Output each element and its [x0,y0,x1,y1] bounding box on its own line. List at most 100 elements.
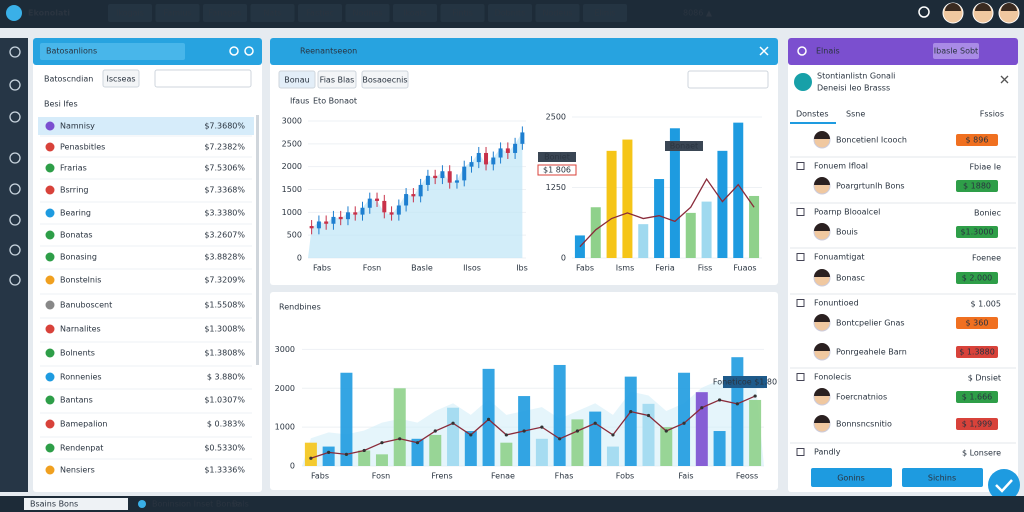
nav-item[interactable]: Nodnes [352,9,382,18]
nav-tab[interactable] [108,4,152,22]
row-name[interactable]: Bantans [60,396,93,405]
nav-tab[interactable] [440,4,485,22]
trend-point [682,421,686,425]
row-name[interactable]: Rendenpat [60,444,103,453]
nav-tab[interactable] [298,4,342,22]
header-icon[interactable] [244,46,254,56]
rail-icon[interactable] [9,183,21,195]
y-tick-label: 0 [290,462,295,471]
avatar-hair [814,223,830,231]
row-name[interactable]: Ronnenies [60,373,102,382]
nav-tab[interactable] [345,4,390,22]
candle [462,166,467,181]
trend-line [579,177,755,248]
nav-tab[interactable] [250,4,295,22]
row-name[interactable]: Penasbitles [60,143,105,152]
group-name: Fonuamtigat [814,253,865,262]
nav-item[interactable]: Nats [263,9,281,18]
tab-label[interactable]: Bosaoecnis [362,76,407,85]
person-name[interactable]: Poargrtunlh Bons [836,182,905,191]
rail-icon[interactable] [9,214,21,226]
rail-icon[interactable] [9,244,21,256]
header-icon[interactable] [229,46,239,56]
row-name[interactable]: Bonatas [60,231,93,240]
action-button[interactable] [811,468,892,487]
trend-point [327,450,331,454]
fab-check[interactable] [988,469,1020,501]
row-name[interactable]: Nensiers [60,466,95,475]
row-name[interactable]: Bonasing [60,253,97,262]
tab-label[interactable]: Fias Blas [320,76,355,85]
action-button[interactable] [902,468,983,487]
rail-icon[interactable] [9,111,21,123]
filter-button-label[interactable]: Iscseas [106,75,135,84]
rail-icon[interactable] [9,274,21,286]
bar [535,438,548,466]
status-bar [0,496,1024,512]
person-name[interactable]: Foercnatnios [836,393,887,402]
nav-item[interactable]: Dobnits [495,9,526,18]
rail-icon[interactable] [9,152,21,164]
row-name[interactable]: Bonstelnis [60,276,101,285]
left-title: Batosanlions [46,47,97,56]
nav-item[interactable]: Fastiec [306,9,334,18]
nav-tab[interactable] [155,4,200,22]
nav-item[interactable]: Famius [163,9,191,18]
nav-item[interactable]: Nodeus [542,9,572,18]
tab-label[interactable]: Donstes [796,110,829,119]
bar [624,376,637,466]
filter-select[interactable] [154,69,252,88]
row-name[interactable]: Narnalites [60,325,101,334]
rail-icon[interactable] [9,46,21,58]
candle [491,157,496,165]
bar [733,122,744,258]
nav-item[interactable]: Fanages [209,9,242,18]
close-icon[interactable] [759,46,769,56]
row-value: $1.3336% [204,466,245,475]
search-icon[interactable] [918,6,930,18]
nav-tab[interactable] [393,4,437,22]
header-icon [797,46,807,56]
nav-tab[interactable] [488,4,532,22]
filter-button[interactable] [102,69,140,88]
tab[interactable] [278,70,316,89]
group-note: Foenee [972,254,1001,263]
person-name[interactable]: Bonnsncsnitio [836,420,892,429]
person-name[interactable]: Bouis [836,228,858,237]
person-name[interactable]: Bontcpelier Gnas [836,319,905,328]
row-name[interactable]: Namnisy [60,122,95,131]
nav-tab[interactable] [535,4,580,22]
rail-icon[interactable] [9,79,21,91]
row-name[interactable]: Bolnents [60,349,95,358]
tab-label[interactable]: Bonau [284,76,309,85]
search-box[interactable] [687,70,769,89]
nav-item[interactable]: Elinis [595,9,616,18]
group-name: Pandly [814,448,841,457]
row-name[interactable]: Banuboscent [60,301,112,310]
nav-tab[interactable] [583,4,627,22]
row-name[interactable]: Bsrring [60,186,88,195]
person-name[interactable]: Boncetienl Icooch [836,136,907,145]
header-button[interactable] [933,43,979,59]
badge [956,134,998,146]
nav-item[interactable]: Ikogais [116,9,144,18]
person-name[interactable]: Bonasc [836,274,865,283]
bar [589,411,602,466]
person-name[interactable]: Ponrgeahele Barn [836,348,907,357]
row-name[interactable]: Frarias [60,164,87,173]
nav-item[interactable]: Fintis [452,9,473,18]
candle [433,175,438,179]
close-icon[interactable] [1000,75,1009,84]
row-dot [45,419,55,429]
tab-label[interactable]: Ssne [846,110,865,119]
action-button-label[interactable]: Sichins [928,474,956,483]
action-button-label[interactable]: Gonins [837,474,865,483]
tab[interactable] [361,70,409,89]
row-name[interactable]: Bamepalion [60,420,108,429]
y-tick-label: 1000 [275,423,295,432]
header-button-label[interactable]: Ibasle Sobt [934,47,978,56]
nav-tab[interactable] [203,4,247,22]
tab[interactable] [317,70,357,89]
row-name[interactable]: Bearing [60,209,91,218]
nav-item[interactable]: Ikoats [403,9,427,18]
